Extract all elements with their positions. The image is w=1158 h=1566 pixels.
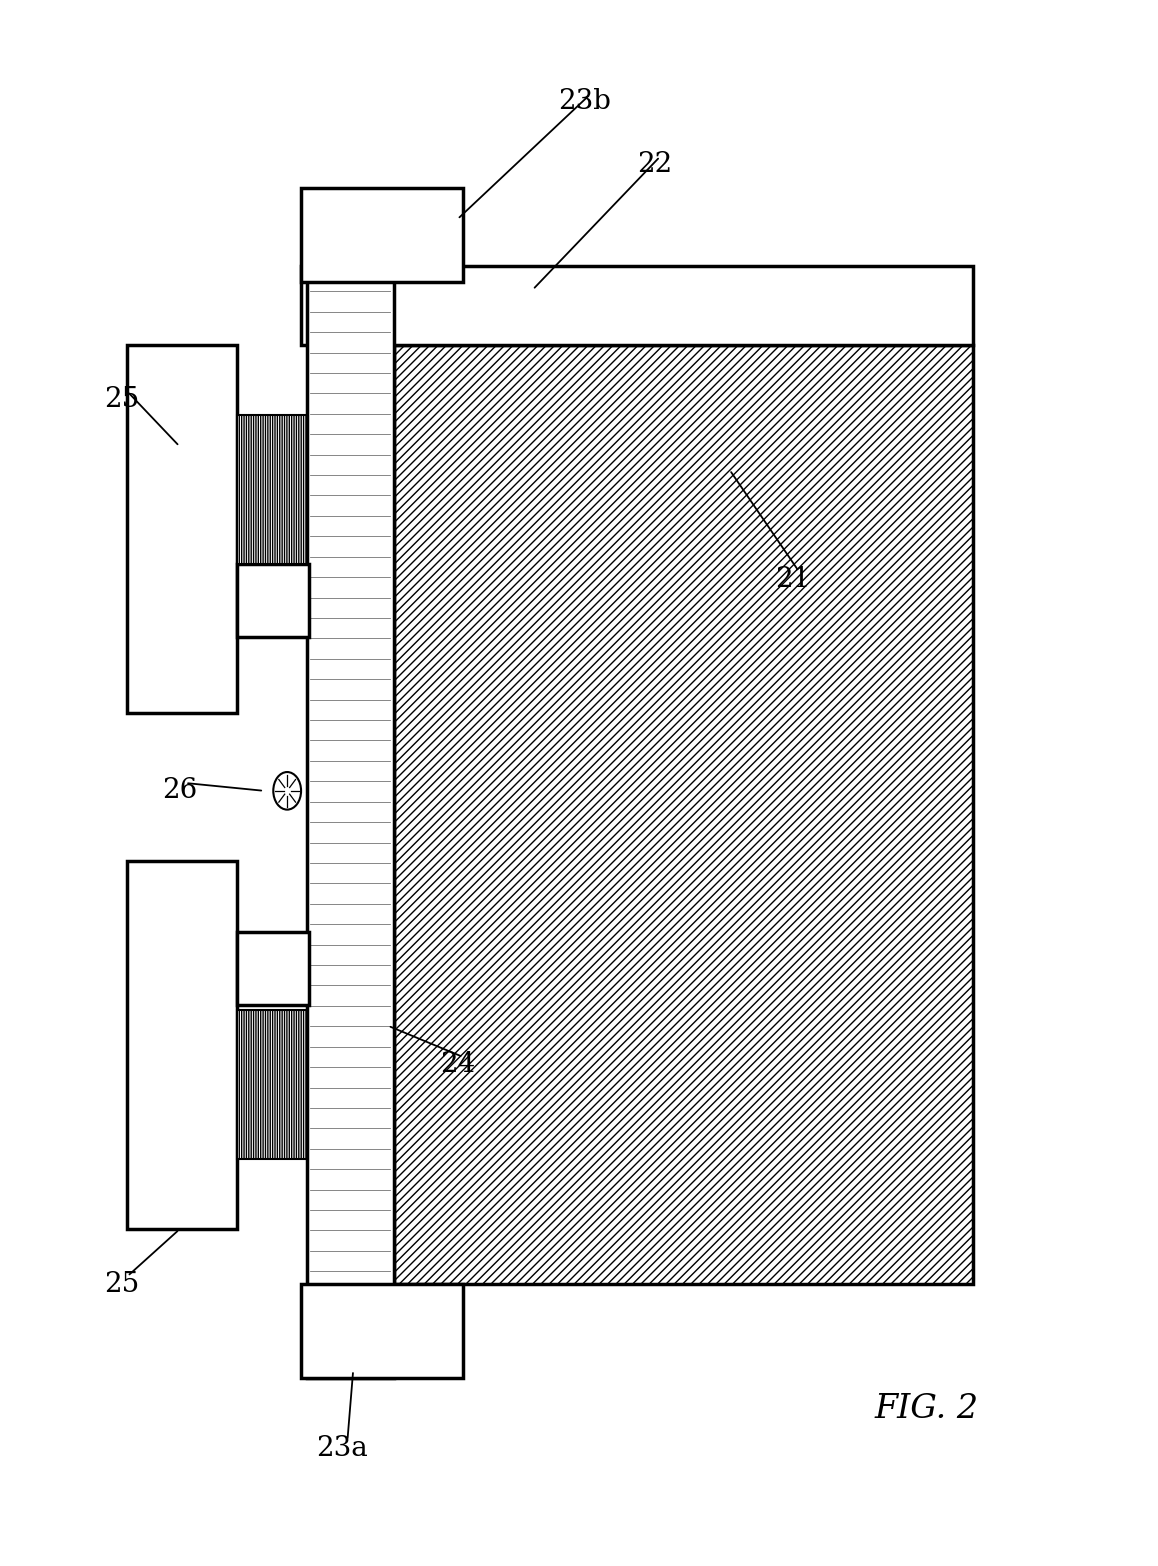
Text: 23a: 23a	[316, 1434, 367, 1463]
Text: 24: 24	[440, 1051, 475, 1079]
Bar	[301, 266, 973, 345]
Text: 23b: 23b	[558, 88, 611, 116]
Text: 25: 25	[104, 1270, 139, 1298]
Text: FIG. 2: FIG. 2	[874, 1394, 979, 1425]
Bar	[127, 861, 237, 1229]
Bar	[237, 932, 309, 1005]
Bar	[394, 345, 973, 1284]
Bar	[301, 188, 463, 282]
Bar	[237, 564, 309, 637]
Text: 26: 26	[162, 777, 197, 805]
Bar	[237, 1010, 307, 1159]
Text: 21: 21	[776, 565, 811, 594]
Text: 25: 25	[104, 385, 139, 413]
Circle shape	[273, 772, 301, 810]
Text: 22: 22	[637, 150, 672, 179]
Bar	[301, 1284, 463, 1378]
Bar	[127, 345, 237, 713]
Bar	[307, 266, 394, 1378]
Bar	[237, 415, 307, 564]
